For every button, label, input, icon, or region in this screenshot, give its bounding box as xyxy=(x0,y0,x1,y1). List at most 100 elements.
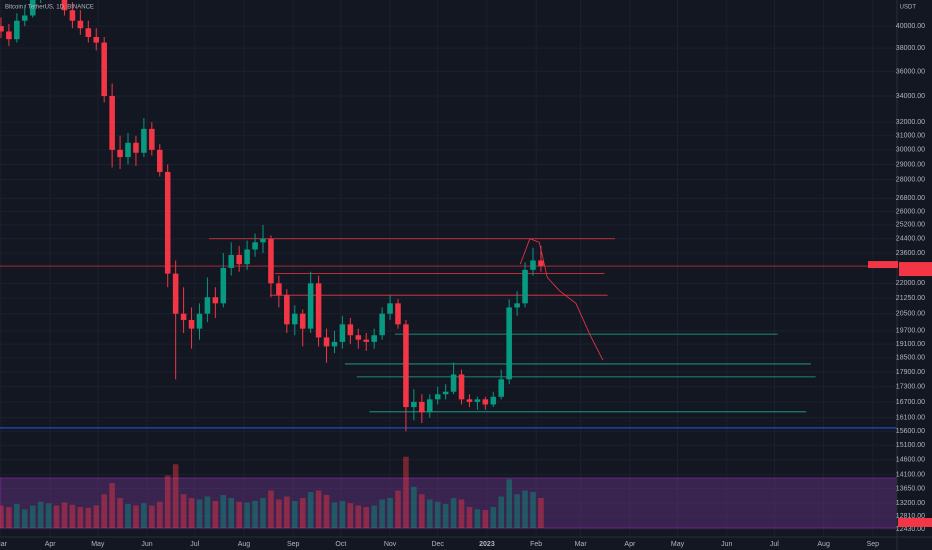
volume-bar xyxy=(403,456,409,528)
volume-layer xyxy=(0,456,544,528)
candle-body xyxy=(188,320,195,329)
volume-bar xyxy=(61,502,68,528)
volume-bar xyxy=(6,507,12,528)
volume-bar xyxy=(212,501,219,528)
volume-bar xyxy=(426,499,433,528)
candle-body xyxy=(466,399,473,402)
volume-bar xyxy=(14,504,20,528)
volume-bar xyxy=(347,503,354,528)
candle-body xyxy=(458,374,465,400)
y-tick-label: 13650.00 xyxy=(896,486,925,493)
candle-body xyxy=(355,335,362,340)
candle-body xyxy=(252,242,258,250)
volume-zone xyxy=(0,477,898,529)
candle-body xyxy=(260,238,266,243)
candle-body xyxy=(21,15,28,21)
candle-body xyxy=(403,324,409,408)
candle-body xyxy=(101,42,107,97)
volume-bar xyxy=(284,496,290,528)
volume-bar xyxy=(29,505,36,528)
volume-bar xyxy=(149,505,155,528)
volume-bar xyxy=(514,494,520,528)
axes-layer: 40000.00 38000.00 36000.00 34000.00 32000.00… xyxy=(0,23,932,548)
volume-bar xyxy=(268,490,274,528)
y-tick-label: 36000.00 xyxy=(896,68,925,75)
candle-body xyxy=(93,36,100,43)
y-tick-label: 20500.00 xyxy=(896,311,925,318)
candle-body xyxy=(284,295,290,325)
candle-body xyxy=(236,254,242,265)
candle-body xyxy=(228,254,235,268)
x-tick-label: Dec xyxy=(431,541,444,548)
volume-bar xyxy=(188,498,195,528)
candle-body xyxy=(149,128,155,150)
x-tick-label: Aug xyxy=(817,541,830,548)
candle-body xyxy=(172,273,179,314)
x-tick-label: Feb xyxy=(530,541,542,548)
volume-bar xyxy=(252,501,258,528)
y-tick-label: 23600.00 xyxy=(896,250,925,257)
y-tick-label: 26000.00 xyxy=(896,208,925,215)
currency-label: USDT xyxy=(900,5,917,11)
volume-bar xyxy=(291,501,298,528)
candle-body xyxy=(347,324,354,336)
x-tick-label: Jul xyxy=(190,541,199,548)
volume-bar xyxy=(339,501,346,528)
volume-bar xyxy=(45,503,52,528)
y-tick-label: 26800.00 xyxy=(896,195,925,202)
candle-body xyxy=(268,238,274,284)
candle-body xyxy=(387,303,393,314)
volume-bar xyxy=(276,499,282,528)
candle-body xyxy=(482,399,489,405)
volume-bar xyxy=(395,490,401,528)
volume-bar xyxy=(538,498,544,528)
candle-body xyxy=(133,142,139,153)
volume-bar xyxy=(196,499,203,528)
volume-bar xyxy=(133,505,139,528)
candle-body xyxy=(291,313,298,325)
volume-bar xyxy=(109,483,115,528)
y-tick-label: 40000.00 xyxy=(896,23,925,30)
candle-body xyxy=(244,249,250,265)
volume-bar xyxy=(387,498,393,528)
current-price-flag xyxy=(868,261,898,269)
candle-body xyxy=(363,339,370,342)
y-tick-label: 16100.00 xyxy=(896,414,925,421)
x-tick-label: Mar xyxy=(0,541,8,548)
candle-body xyxy=(395,303,401,325)
y-tick-label: 14100.00 xyxy=(896,472,925,479)
candle-body xyxy=(61,0,68,11)
volume-bar xyxy=(204,496,211,528)
y-tick-label: 22000.00 xyxy=(896,280,925,287)
candle-body xyxy=(77,20,84,29)
volume-bar xyxy=(530,492,536,528)
candle-body xyxy=(331,341,338,347)
volume-bar xyxy=(498,496,505,528)
y-tick-label: 38000.00 xyxy=(896,45,925,52)
candle-body xyxy=(180,313,187,321)
candle-body xyxy=(109,96,115,150)
y-tick-label: 24400.00 xyxy=(896,236,925,243)
candle-body xyxy=(538,260,544,267)
candle-body xyxy=(220,267,227,304)
candle-body xyxy=(339,324,346,342)
x-tick-label: May xyxy=(671,541,685,548)
candle-body xyxy=(14,20,20,40)
candle-body xyxy=(323,337,330,347)
y-tick-label: 13200.00 xyxy=(896,500,925,507)
volume-bar xyxy=(53,505,60,528)
volume-bar xyxy=(21,509,28,528)
x-tick-label: May xyxy=(91,541,105,548)
volume-bar xyxy=(299,498,306,528)
volume-bar xyxy=(331,502,338,528)
candle-body xyxy=(6,31,12,40)
candle-body xyxy=(276,283,282,296)
volume-bar xyxy=(101,494,107,528)
candle-body xyxy=(411,401,417,408)
candle-body xyxy=(514,303,520,308)
volume-bar xyxy=(172,464,179,528)
volume-bar xyxy=(125,504,131,528)
candle-body xyxy=(299,313,306,329)
candle-body xyxy=(371,335,377,342)
